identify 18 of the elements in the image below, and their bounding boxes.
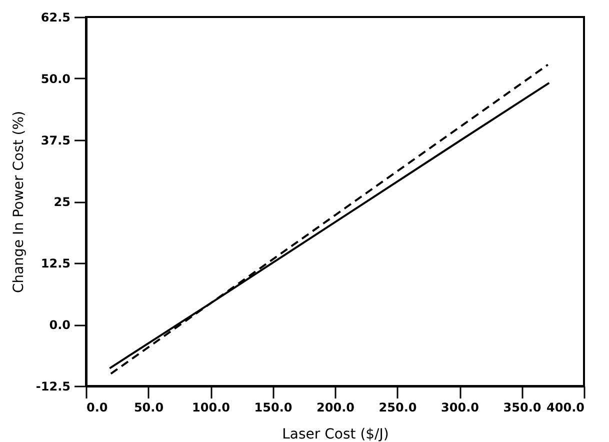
x-tick-label: 250.0: [378, 400, 417, 414]
x-tick-label: 100.0: [192, 400, 230, 414]
x-tick-label: 0.0: [86, 400, 108, 414]
x-tick-label: 350.0: [503, 400, 542, 414]
y-tick-label: 12.5: [40, 256, 70, 270]
x-axis-title: Laser Cost ($/J): [282, 426, 389, 442]
y-tick-label: 25: [54, 195, 70, 209]
y-tick-label: 62.5: [40, 10, 70, 24]
y-tick-label: 37.5: [40, 134, 70, 148]
y-tick-label: 0.0: [49, 318, 70, 332]
y-tick-label: 50.0: [40, 72, 70, 86]
y-tick-label: -12.5: [36, 380, 70, 394]
x-tick-label: 50.0: [134, 400, 164, 414]
x-tick-label: 200.0: [316, 400, 354, 414]
y-axis-title: Change In Power Cost (%): [10, 110, 27, 294]
x-tick-label: 150.0: [254, 400, 292, 414]
x-tick-label: 400.0: [546, 400, 584, 414]
x-tick-label: 300.0: [441, 400, 479, 414]
